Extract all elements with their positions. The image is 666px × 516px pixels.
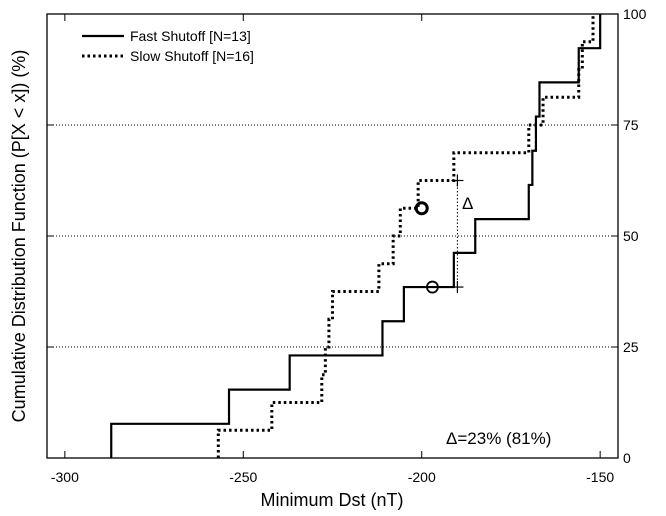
- series-slow-shutoff: [216, 14, 595, 458]
- series-layer: [110, 14, 602, 458]
- x-tick-label: -200: [408, 469, 436, 485]
- y-tick-label: 0: [623, 450, 631, 466]
- legend-label-slow: Slow Shutoff [N=16]: [130, 48, 254, 64]
- y-tick-label: 50: [623, 228, 639, 244]
- legend: Fast Shutoff [N=13] Slow Shutoff [N=16]: [82, 28, 254, 64]
- y-tick-label: 75: [623, 117, 639, 133]
- median-marker-1: [414, 201, 429, 216]
- x-tick-label: -250: [229, 469, 257, 485]
- delta-label: Δ: [462, 194, 473, 213]
- x-axis-label: Minimum Dst (nT): [261, 490, 404, 510]
- x-tick-label: -300: [51, 469, 79, 485]
- statistic-annotation: Δ=23% (81%): [446, 429, 551, 448]
- y-axis-label: Cumulative Distribution Function (P[X < …: [9, 50, 29, 423]
- y-tick-label: 100: [623, 6, 647, 22]
- x-axis: -300 -250 -200 -150: [51, 14, 614, 485]
- x-tick-label: -150: [586, 469, 614, 485]
- y-axis: 0 25 50 75 100: [47, 6, 647, 466]
- series-fast-shutoff: [110, 14, 602, 458]
- legend-label-fast: Fast Shutoff [N=13]: [130, 28, 251, 44]
- y-tick-label: 25: [623, 339, 639, 355]
- median-marker-2: [426, 280, 439, 294]
- marker-layer: [414, 174, 464, 294]
- grid-lines: [47, 124, 618, 348]
